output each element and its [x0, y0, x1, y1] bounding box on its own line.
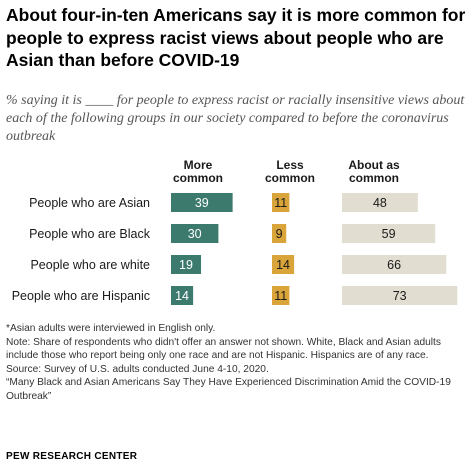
value-label-about-as-common-hispanic: 73: [393, 289, 407, 303]
value-label-less-common-asian: 11: [274, 196, 287, 210]
bar-about-as-common-white: [342, 255, 447, 274]
category-label-black: People who are Black: [29, 227, 151, 241]
bar-about-as-common-asian: [342, 193, 418, 212]
bar-less-common-hispanic: [272, 286, 290, 305]
bar-about-as-common-hispanic: [342, 286, 458, 305]
value-label-more-common-black: 30: [188, 227, 202, 241]
bar-more-common-black: [171, 224, 219, 243]
report-title-note: “Many Black and Asian Americans Say They…: [6, 377, 451, 402]
chart-title: About four-in-ten Americans say it is mo…: [6, 5, 466, 70]
bar-more-common-hispanic: [171, 286, 194, 305]
value-label-more-common-hispanic: 14: [175, 289, 189, 303]
column-header-about-as-common: About as: [348, 158, 400, 172]
value-label-about-as-common-asian: 48: [373, 196, 387, 210]
chart-subtitle: % saying it is ____ for people to expres…: [6, 93, 465, 144]
chart-notes: *Asian adults were interviewed in Englis…: [6, 322, 470, 404]
column-header-less-common: common: [265, 171, 315, 185]
bar-more-common-white: [171, 255, 202, 274]
value-label-about-as-common-black: 59: [382, 227, 396, 241]
category-label-hispanic: People who are Hispanic: [12, 289, 150, 303]
methodology-note: Note: Share of respondents who didn't of…: [6, 336, 441, 362]
value-label-less-common-black: 9: [276, 227, 283, 241]
category-label-white: People who are white: [30, 258, 150, 272]
bar-less-common-asian: [272, 193, 290, 212]
column-header-about-as-common: common: [349, 171, 399, 185]
bar-less-common-black: [272, 224, 287, 243]
bar-less-common-white: [272, 255, 295, 274]
column-header-less-common: Less: [276, 158, 304, 172]
pew-research-logo: PEW RESEARCH CENTER: [6, 451, 138, 462]
asian-adults-note: *Asian adults were interviewed in Englis…: [6, 323, 216, 334]
category-label-asian: People who are Asian: [29, 196, 150, 210]
column-header-more-common: More: [184, 158, 213, 172]
bar-more-common-asian: [171, 193, 233, 212]
value-label-about-as-common-white: 66: [387, 258, 401, 272]
value-label-more-common-white: 19: [179, 258, 193, 272]
source-note: Source: Survey of U.S. adults conducted …: [6, 363, 269, 375]
value-label-more-common-asian: 39: [195, 196, 209, 210]
value-label-less-common-white: 14: [276, 258, 290, 272]
value-label-less-common-hispanic: 11: [274, 289, 287, 303]
column-header-more-common: common: [173, 171, 223, 185]
bar-about-as-common-black: [342, 224, 436, 243]
